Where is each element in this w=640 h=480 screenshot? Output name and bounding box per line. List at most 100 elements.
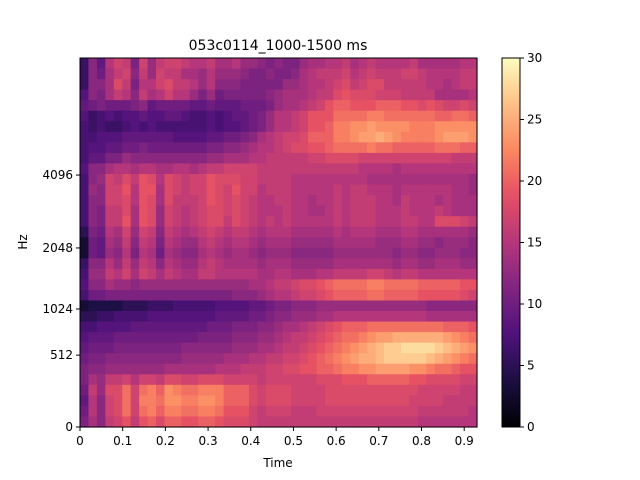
plot-frame: [79, 57, 478, 428]
heatmap-cell: [164, 405, 174, 418]
heatmap-cell: [96, 110, 106, 122]
heatmap-cell: [282, 342, 292, 354]
heatmap-cell: [215, 184, 225, 196]
heatmap-cell: [198, 300, 208, 312]
heatmap-cell: [299, 279, 309, 291]
heatmap-cell: [417, 258, 427, 270]
heatmap-cell: [240, 395, 250, 407]
heatmap-cell: [443, 268, 453, 280]
heatmap-cell: [206, 321, 216, 333]
heatmap-cell: [443, 342, 453, 354]
heatmap-cell: [392, 279, 402, 291]
heatmap-cell: [206, 237, 216, 249]
heatmap-cell: [434, 405, 444, 418]
heatmap-cell: [113, 311, 123, 323]
heatmap-cell: [384, 311, 394, 323]
heatmap-cell: [282, 300, 292, 312]
heatmap-cell: [375, 100, 385, 112]
heatmap-cell: [189, 184, 199, 196]
heatmap-cell: [240, 321, 250, 333]
heatmap-cell: [350, 79, 360, 91]
heatmap-cell: [400, 300, 411, 312]
heatmap-cell: [426, 321, 436, 333]
heatmap-cell: [223, 363, 233, 375]
heatmap-cell: [257, 173, 267, 186]
heatmap-cell: [198, 79, 208, 91]
heatmap-cell: [417, 342, 427, 354]
heatmap-cell: [367, 258, 377, 270]
heatmap-cell: [232, 100, 242, 112]
heatmap-cell: [105, 353, 115, 365]
heatmap-cell: [113, 289, 123, 302]
heatmap-cell: [308, 342, 318, 354]
heatmap-cell: [409, 58, 419, 70]
heatmap-cell: [282, 163, 292, 175]
heatmap-cell: [375, 152, 385, 165]
heatmap-cell: [443, 332, 453, 344]
heatmap-cell: [274, 258, 284, 270]
heatmap-cell: [299, 79, 309, 91]
heatmap-cell: [400, 321, 411, 333]
heatmap-cell: [367, 268, 377, 280]
heatmap-cell: [113, 321, 123, 333]
heatmap-cell: [367, 110, 377, 122]
heatmap-cell: [130, 311, 140, 323]
heatmap-cell: [324, 374, 335, 386]
heatmap-cell: [299, 226, 309, 238]
heatmap-cell: [426, 289, 436, 302]
heatmap-cell: [164, 279, 174, 291]
heatmap-cell: [350, 416, 360, 428]
heatmap-cell: [460, 395, 470, 407]
heatmap-cell: [417, 395, 427, 407]
heatmap-cell: [274, 152, 284, 165]
heatmap-cell: [122, 384, 132, 396]
heatmap-cell: [113, 342, 123, 354]
heatmap-cell: [122, 258, 132, 270]
heatmap-cell: [215, 163, 225, 175]
heatmap-cell: [223, 58, 233, 70]
heatmap-cell: [105, 332, 115, 344]
heatmap-cell: [223, 163, 233, 175]
heatmap-cell: [333, 226, 343, 238]
colorbar-tick-label: 30: [527, 51, 542, 65]
heatmap-cell: [316, 131, 326, 143]
heatmap-cell: [147, 89, 157, 101]
heatmap-cell: [409, 332, 419, 344]
heatmap-cell: [392, 395, 402, 407]
heatmap-cell: [130, 321, 140, 333]
heatmap-cell: [248, 395, 258, 407]
heatmap-cell: [240, 258, 250, 270]
heatmap-cell: [181, 363, 191, 375]
heatmap-cell: [80, 332, 90, 344]
heatmap-cell: [105, 289, 115, 302]
heatmap-cell: [139, 131, 149, 143]
heatmap-cell: [96, 332, 106, 344]
heatmap-cell: [468, 89, 478, 101]
heatmap-cell: [375, 110, 385, 122]
heatmap-cell: [468, 247, 478, 259]
heatmap-cell: [164, 342, 174, 354]
heatmap-cell: [248, 353, 258, 365]
heatmap-cell: [316, 374, 326, 386]
heatmap-cell: [299, 184, 309, 196]
heatmap-cell: [392, 311, 402, 323]
heatmap-cell: [105, 311, 115, 323]
heatmap-cell: [350, 374, 360, 386]
heatmap-cell: [257, 311, 267, 323]
heatmap-cell: [223, 395, 233, 407]
heatmap-cell: [308, 152, 318, 165]
heatmap-cell: [341, 405, 351, 418]
heatmap-cell: [417, 237, 427, 249]
heatmap-cell: [223, 300, 233, 312]
heatmap-cell: [172, 321, 182, 333]
heatmap-cell: [198, 268, 208, 280]
heatmap-cell: [443, 395, 453, 407]
heatmap-cell: [215, 58, 225, 70]
heatmap-cell: [350, 216, 360, 228]
heatmap-cell: [468, 258, 478, 270]
heatmap-cell: [417, 268, 427, 280]
heatmap-cell: [96, 374, 106, 386]
heatmap-cell: [206, 195, 216, 207]
heatmap-cell: [105, 226, 115, 238]
heatmap-cell: [308, 195, 318, 207]
